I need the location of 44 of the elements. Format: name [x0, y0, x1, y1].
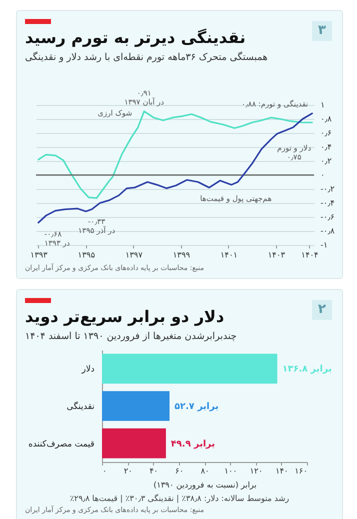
data-label: ۴۹.۹ برابر	[170, 439, 216, 450]
text: رشد متوسط سالانه: دلار: ۳۸٫۸٪ | نقدینگی ۳۰٫۳٪ | قیمت‌ها ۲۹٫۸٪	[68, 494, 290, 503]
y-tick-label: ۰٫۸	[320, 114, 332, 124]
y-tick-label: ۰	[320, 170, 325, 180]
x-tick-label: ۱۰۰	[224, 466, 238, 476]
x-tick-label: ۱۳۹۷	[125, 250, 144, 260]
text: ۲	[312, 300, 332, 320]
text: ۳	[312, 21, 332, 41]
bar	[102, 391, 170, 421]
x-tick-label: ۱۳۹۹	[172, 250, 190, 260]
bar	[102, 428, 166, 458]
chart-subtitle: همبستگی متحرک ۳۶ماهه تورم نقطه‌ای با رشد دلار و نقدینگی	[25, 52, 269, 63]
y-tick-label: ۰٫۶	[320, 128, 332, 138]
x-tick-label: ۱۴۰	[275, 466, 288, 476]
x-tick-label: ۴۰	[149, 466, 158, 476]
x-tick-label: ۱۲۰	[250, 466, 263, 476]
chart-subtitle: چندبرابرشدن متغیرها از فروردین ۱۳۹۰ تا اسفند ۱۴۰۴	[25, 331, 238, 342]
x-tick-label: ۶۰	[175, 466, 184, 476]
y-tick-label: -۰٫۴	[320, 198, 335, 208]
y-tick-label: -۰٫۸	[320, 226, 336, 236]
y-tick-label: دلار	[80, 364, 95, 375]
y-tick-label: -۱	[320, 240, 328, 250]
x-tick-label: ۰	[102, 466, 107, 476]
chart-title: دلار دو برابر سریع‌تر دوید	[25, 307, 224, 326]
y-tick-label: ۰٫۲	[320, 156, 332, 166]
x-axis-title: برابر (نسبت به فروردین ۱۳۹۰)	[153, 480, 257, 490]
x-tick-label: ۱۳۹۳	[30, 250, 48, 260]
x-tick-label: ۱۶۰	[294, 466, 308, 476]
data-label: ۱۳۶.۸ برابر	[282, 364, 332, 375]
x-tick-label: ۱۴۰۱	[220, 250, 238, 260]
x-tick-label: ۲۰	[124, 466, 132, 476]
bar	[102, 354, 278, 384]
chart-title: نقدینگی دیرتر به تورم رسید	[25, 28, 246, 47]
y-tick-label: -۰٫۲	[320, 184, 335, 194]
y-tick-label: نقدینگی	[66, 401, 94, 412]
y-tick-label: ۱	[320, 100, 325, 110]
x-tick-label: ۱۴۰۴	[301, 250, 318, 260]
data-label: ۵۲.۷ برابر	[174, 402, 219, 412]
x-tick-label: ۱۳۹۵	[78, 250, 95, 260]
x-tick-label: ۸۰	[200, 466, 210, 476]
y-tick-label: قیمت مصرف‌کننده	[28, 439, 94, 450]
y-tick-label: -۰٫۶	[320, 212, 335, 222]
y-tick-label: ۰٫۴	[320, 142, 332, 152]
x-tick-label: ۱۴۰۳	[268, 250, 286, 260]
